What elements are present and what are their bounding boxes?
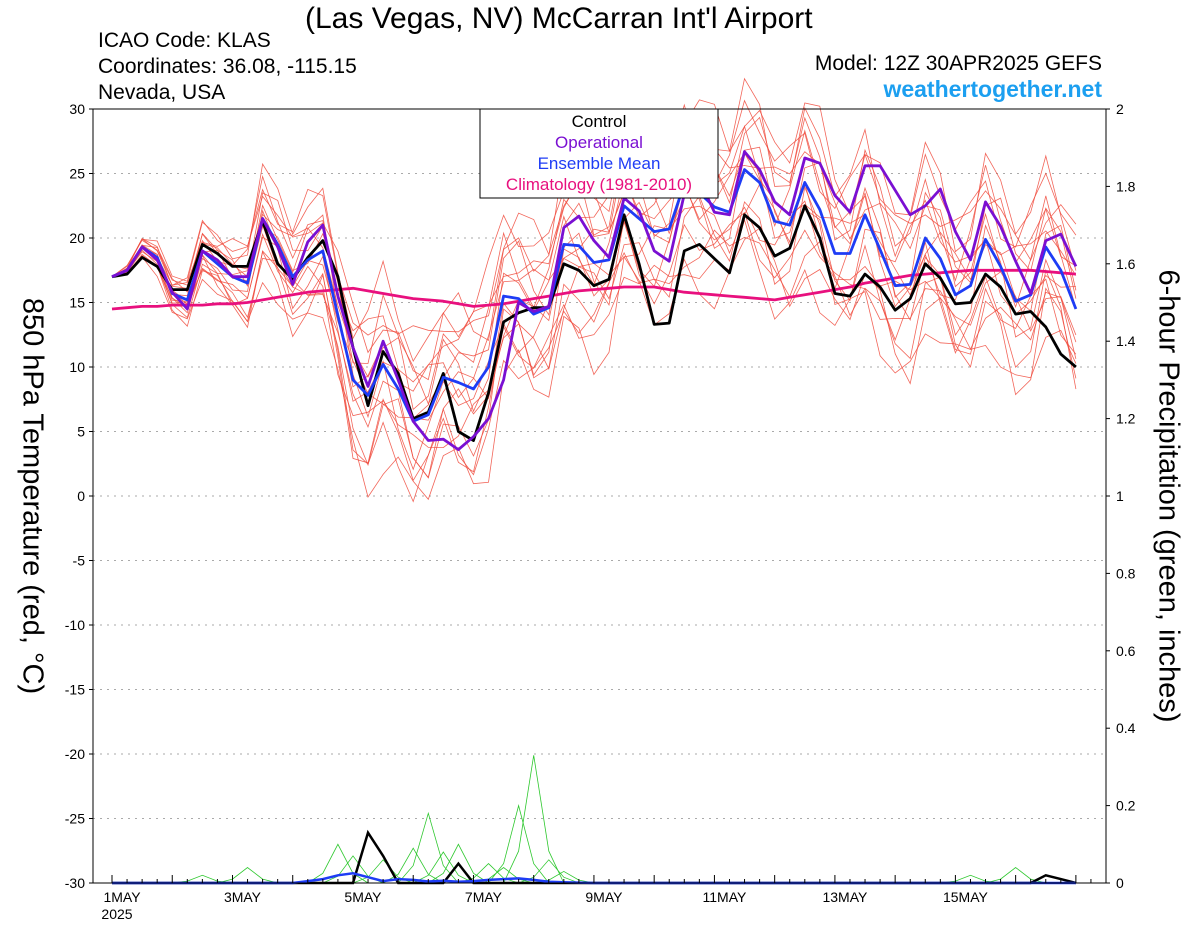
icao-code: ICAO Code: KLAS <box>98 29 271 52</box>
legend-entry: Ensemble Mean <box>538 154 661 173</box>
y2-tick-label: 0.4 <box>1116 720 1136 736</box>
series-lines <box>111 150 1078 452</box>
precip-member-line <box>488 804 550 884</box>
y2-tick-label: 1.2 <box>1116 411 1136 427</box>
ensemble-member-line <box>111 185 1077 449</box>
y-tick-label: 0 <box>77 488 85 504</box>
y-tick-label: -20 <box>65 746 85 762</box>
x-tick-label: 1MAY <box>103 889 141 905</box>
y2-axis-label: 6-hour Precipitation (green, inches) <box>1152 269 1185 723</box>
y2-tick-label: 1.6 <box>1116 256 1136 272</box>
x-tick-label: 5MAY <box>344 889 382 905</box>
y2-tick-label: 0.8 <box>1116 565 1136 581</box>
y2-tick-label: 1.4 <box>1116 333 1136 349</box>
x-tick-label: 9MAY <box>585 889 623 905</box>
precip-member-line <box>172 874 233 884</box>
x-tick-label: 3MAY <box>224 889 262 905</box>
y-tick-label: -10 <box>65 617 85 633</box>
climatology-line <box>111 268 1077 311</box>
y-tick-label: 10 <box>69 359 85 375</box>
ensemble-member-line <box>111 125 1077 405</box>
y-tick-label: -25 <box>65 811 85 827</box>
precipitation-lines <box>112 755 1077 885</box>
ensemble-member-line <box>111 146 1077 399</box>
ensemble-member-line <box>111 99 1077 381</box>
precip-member-line <box>428 843 489 884</box>
y-tick-label: 20 <box>69 230 85 246</box>
coordinates: Coordinates: 36.08, -115.15 <box>98 55 357 78</box>
precip-member-line <box>217 866 278 884</box>
precip-member-line <box>413 851 474 884</box>
y2-tick-label: 1 <box>1116 488 1124 504</box>
y-tick-label: -5 <box>73 553 86 569</box>
x-tick-year: 2025 <box>101 906 132 922</box>
y-tick-label: -30 <box>65 875 85 891</box>
y2-tick-label: 2 <box>1116 101 1124 117</box>
x-tick-label: 13MAY <box>822 889 868 905</box>
ensemble-member-line <box>111 145 1077 411</box>
ensemble-member-line <box>111 229 1077 482</box>
y2-tick-label: 0.6 <box>1116 643 1136 659</box>
control-line <box>111 204 1077 442</box>
x-tick-label: 11MAY <box>703 889 747 905</box>
operational-line <box>111 150 1078 452</box>
region: Nevada, USA <box>98 81 226 104</box>
legend: Control Operational Ensemble Mean Climatolo… <box>479 108 719 199</box>
y-tick-label: 5 <box>77 424 85 440</box>
x-tick-label: 7MAY <box>465 889 503 905</box>
y2-tick-label: 0.2 <box>1116 798 1136 814</box>
legend-box <box>479 108 719 199</box>
y2-axis-ticks: 2 1.8 1.6 1.4 1.2 1 0.8 0.6 0.4 0.2 0 <box>1106 101 1136 891</box>
site-link[interactable]: weathertogether.net <box>883 76 1102 102</box>
y2-tick-label: 1.8 <box>1116 178 1136 194</box>
precip-member-line <box>397 811 459 884</box>
chart-title: (Las Vegas, NV) McCarran Int'l Airport <box>305 2 813 35</box>
y-tick-label: -15 <box>65 682 85 698</box>
y-tick-label: 25 <box>69 166 85 182</box>
y-axis-ticks: 30 25 20 15 10 5 0 -5 -10 -15 -20 -25 -30 <box>65 101 93 891</box>
precip-member-line <box>307 843 369 884</box>
precip-member-line <box>503 755 565 884</box>
y2-tick-label: 0 <box>1116 875 1124 891</box>
legend-entry: Climatology (1981-2010) <box>506 175 692 194</box>
y-axis-label: 850 hPa Temperature (red, °C) <box>16 297 49 695</box>
y-tick-label: 15 <box>69 295 85 311</box>
model-run: Model: 12Z 30APR2025 GEFS <box>814 52 1102 75</box>
precip-member-line <box>382 847 444 884</box>
ensemble-member-line <box>111 227 1077 503</box>
ensemble-member-line <box>111 212 1077 479</box>
legend-entry: Control <box>572 112 627 131</box>
y-tick-label: 30 <box>69 101 85 117</box>
legend-entry: Operational <box>555 133 643 152</box>
x-tick-label: 15MAY <box>943 889 989 905</box>
